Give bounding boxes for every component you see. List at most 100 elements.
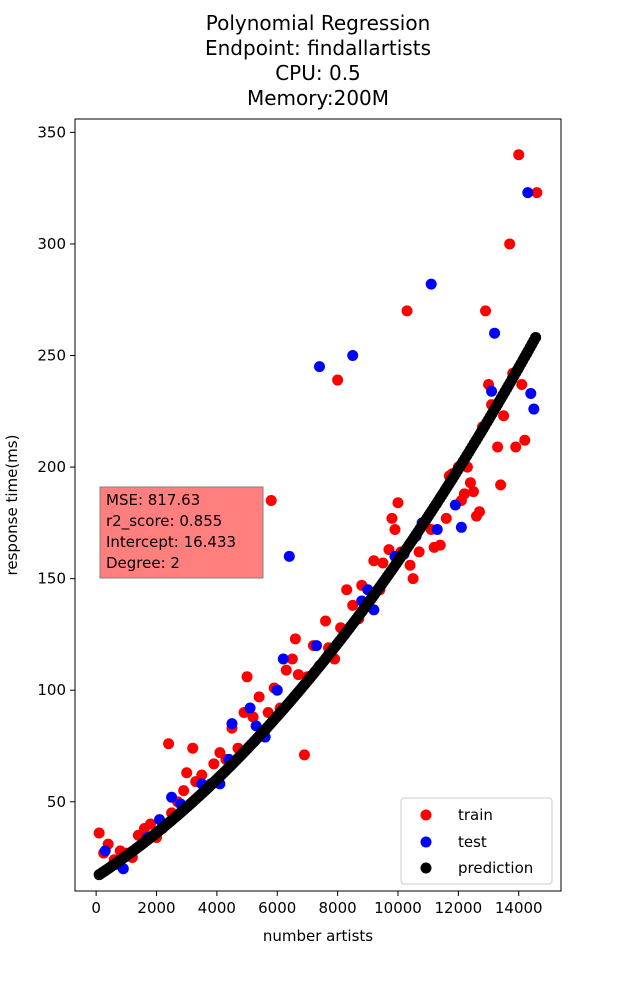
train-point-83	[480, 305, 492, 317]
x-tick-label-2000: 2000	[137, 899, 175, 917]
train-point-88	[498, 410, 510, 422]
test-point-38	[528, 403, 540, 415]
test-point-0	[99, 845, 111, 857]
train-point-92	[513, 149, 525, 161]
train-point-89	[504, 238, 516, 250]
legend-marker-train	[420, 809, 432, 821]
train-point-59	[389, 524, 401, 536]
train-point-16	[181, 767, 193, 779]
y-axis-label: response time(ms)	[3, 435, 21, 576]
train-point-40	[298, 749, 310, 761]
train-point-64	[407, 573, 419, 585]
train-point-36	[280, 664, 292, 676]
train-point-91	[510, 441, 522, 453]
train-point-78	[464, 477, 476, 489]
x-tick-label-10000: 10000	[374, 899, 422, 917]
train-point-79	[467, 486, 479, 498]
train-point-47	[332, 374, 344, 386]
legend: train test prediction	[400, 797, 553, 885]
train-point-56	[377, 557, 389, 569]
test-point-15	[271, 684, 283, 696]
train-point-50	[347, 599, 359, 611]
train-point-81	[474, 506, 485, 518]
y-tick-label-150: 150	[37, 570, 66, 588]
train-point-37	[286, 653, 298, 665]
train-point-94	[519, 434, 531, 446]
plot-frame	[74, 118, 562, 892]
y-tick-label-250: 250	[37, 347, 66, 365]
legend-label-prediction: prediction	[458, 859, 533, 877]
test-point-37	[525, 387, 537, 399]
train-point-49	[341, 584, 353, 596]
test-point-36	[522, 187, 534, 199]
legend-box	[400, 797, 553, 885]
train-point-58	[386, 512, 398, 524]
train-point-29	[247, 711, 259, 723]
test-point-16	[277, 653, 289, 665]
x-tick-label-6000: 6000	[258, 899, 296, 917]
data-points-layer	[93, 149, 543, 881]
test-point-34	[486, 385, 498, 397]
x-tick-label-8000: 8000	[319, 899, 357, 917]
train-point-76	[458, 488, 470, 500]
train-point-28	[241, 671, 253, 683]
test-point-35	[489, 327, 501, 339]
stats-degree: Degree: 2	[106, 554, 180, 572]
test-point-32	[449, 499, 461, 511]
test-point-12	[244, 702, 256, 714]
chart-title-line-2: Endpoint: findallartists	[205, 36, 431, 60]
stats-mse: MSE: 817.63	[106, 491, 200, 509]
chart-title-line-3: CPU: 0.5	[275, 61, 361, 85]
train-point-44	[320, 615, 332, 627]
legend-label-test: test	[458, 833, 487, 851]
test-point-22	[347, 350, 359, 362]
y-tick-label-300: 300	[37, 235, 66, 253]
train-point-71	[440, 512, 452, 524]
x-tick-label-4000: 4000	[198, 899, 236, 917]
regression-stats-box: MSE: 817.63 r2_score: 0.855 Intercept: 1…	[99, 486, 264, 579]
legend-marker-test	[420, 836, 432, 848]
x-tick-label-12000: 12000	[435, 899, 483, 917]
train-point-60	[392, 497, 404, 509]
train-point-15	[178, 785, 190, 797]
prediction-point-241	[530, 331, 542, 343]
train-point-95	[531, 187, 543, 199]
y-tick-label-100: 100	[37, 681, 66, 699]
train-point-87	[495, 479, 507, 491]
train-point-63	[404, 559, 416, 571]
x-tick-label-0: 0	[91, 899, 101, 917]
stats-r2-score: r2_score: 0.855	[106, 512, 222, 531]
train-point-65	[413, 546, 425, 558]
train-point-86	[492, 441, 504, 453]
x-axis-label: number artists	[263, 927, 373, 945]
legend-marker-prediction	[420, 862, 432, 874]
train-point-21	[208, 758, 220, 770]
y-tick-label-350: 350	[37, 123, 66, 141]
train-point-93	[516, 379, 528, 391]
y-tick-label-200: 200	[37, 458, 66, 476]
chart-title-line-1: Polynomial Regression	[206, 11, 431, 35]
axes-layer: 0 2000 4000 6000 8000 10000 12000 14000 50 100 150…	[37, 123, 542, 917]
legend-label-train: train	[458, 806, 493, 824]
stats-intercept: Intercept: 16.433	[106, 533, 236, 551]
train-point-30	[253, 691, 265, 703]
test-point-18	[310, 640, 322, 652]
train-point-19	[196, 769, 208, 781]
test-point-33	[455, 521, 467, 533]
test-point-17	[283, 550, 295, 562]
train-point-38	[289, 633, 301, 645]
chart-title: Polynomial Regression Endpoint: findalla…	[205, 11, 431, 110]
train-point-17	[187, 742, 199, 754]
test-point-30	[425, 278, 437, 290]
train-point-12	[163, 738, 175, 750]
stats-box-background	[99, 486, 264, 579]
train-point-70	[434, 539, 446, 551]
test-point-19	[314, 361, 326, 373]
train-point-39	[292, 669, 304, 681]
y-tick-label-50: 50	[47, 793, 66, 811]
train-point-62	[401, 305, 413, 317]
train-point-9	[144, 818, 156, 830]
test-point-31	[431, 524, 443, 536]
